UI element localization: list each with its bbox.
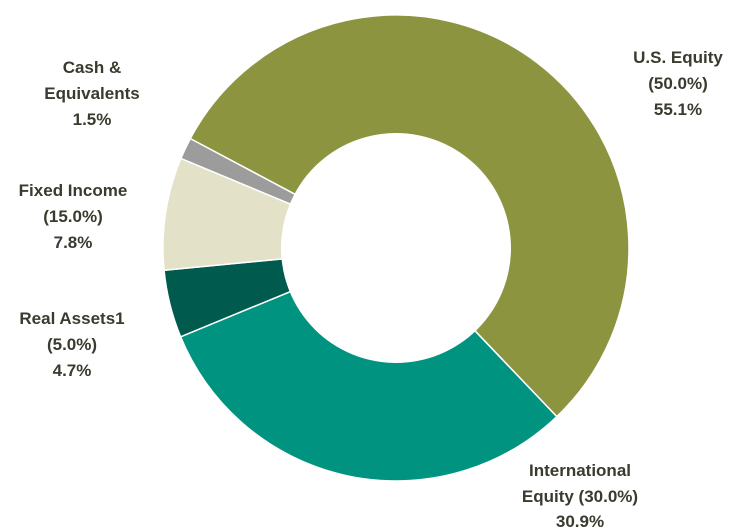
donut-hole: [281, 133, 511, 363]
slice-label-line: (15.0%): [43, 207, 103, 226]
slice-label-line: Real Assets1: [19, 309, 124, 328]
slice-value-label: 30.9%: [556, 512, 604, 531]
slice-label-line: Equity (30.0%): [522, 487, 638, 506]
slice-value-label: 1.5%: [73, 110, 112, 129]
slice-label-line: (50.0%): [648, 74, 708, 93]
slice-label-line: Fixed Income: [19, 181, 128, 200]
slice-label-fixed-income: Fixed Income (15.0%) 7.8%: [19, 181, 128, 252]
slice-label-line: Equivalents: [44, 84, 139, 103]
slice-international-equity: [179, 247, 558, 482]
slice-label-real-assets: Real Assets1 (5.0%) 4.7%: [19, 309, 124, 380]
slice-value-label: 4.7%: [53, 361, 92, 380]
slice-label-us-equity: U.S. Equity (50.0%) 55.1%: [633, 48, 723, 119]
slice-label-line: Cash &: [63, 58, 122, 77]
slice-label-international-equity: International Equity (30.0%) 30.9%: [522, 461, 638, 531]
slice-label-line: (5.0%): [47, 335, 97, 354]
slice-label-line: International: [529, 461, 631, 480]
slice-value-label: 7.8%: [54, 233, 93, 252]
slice-value-label: 55.1%: [654, 100, 702, 119]
slice-label-line: U.S. Equity: [633, 48, 723, 67]
slice-label-cash-equivalents: Cash & Equivalents 1.5%: [44, 58, 139, 129]
